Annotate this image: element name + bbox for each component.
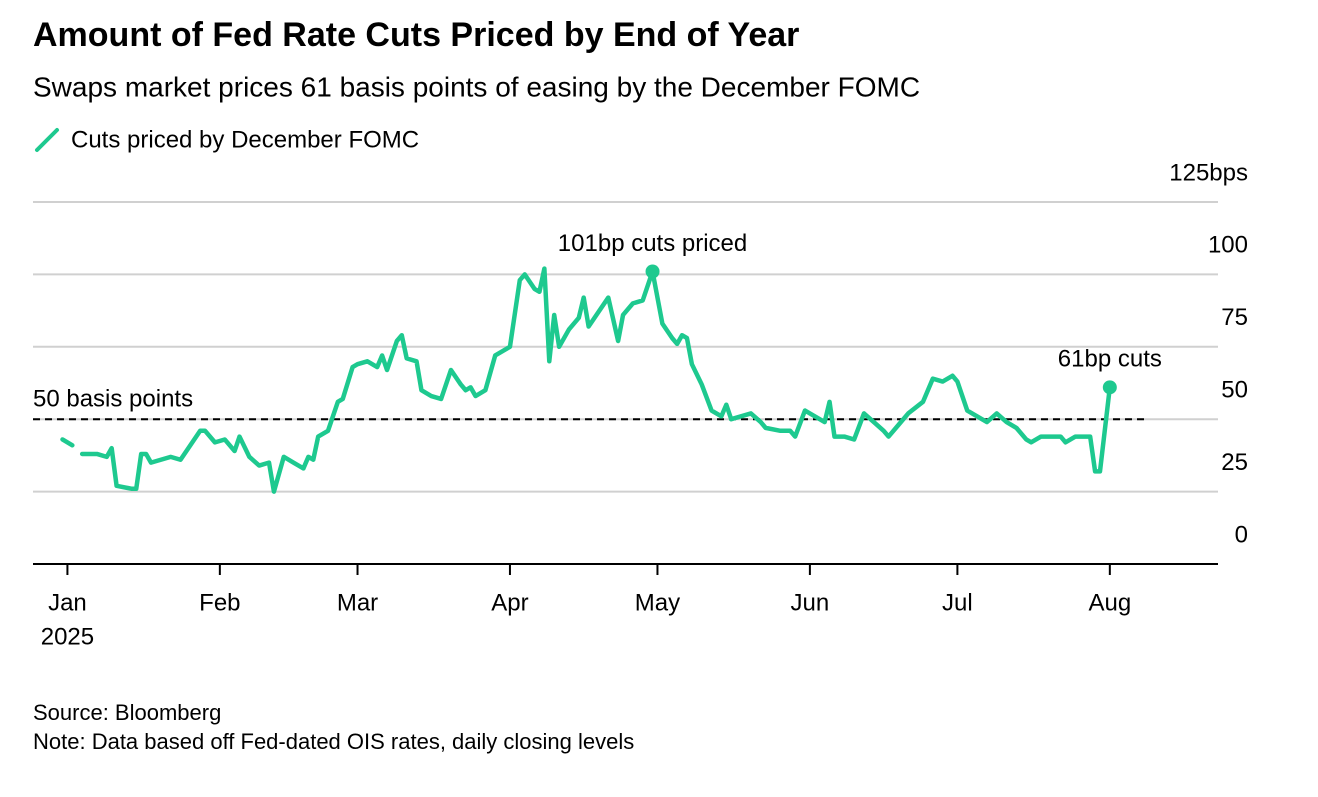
y-tick-label: 75 <box>1221 304 1248 331</box>
x-tick-label: Jan <box>48 589 87 616</box>
line-series <box>60 266 1113 494</box>
x-tick-label: May <box>635 589 680 616</box>
chart-subtitle: Swaps market prices 61 basis points of e… <box>33 71 920 102</box>
y-tick-label: 0 <box>1235 521 1248 548</box>
x-tick-label: Jun <box>791 589 830 616</box>
annotation-label: 61bp cuts <box>1058 346 1162 373</box>
annotation-label: 101bp cuts priced <box>558 230 747 257</box>
source: Source: Bloomberg <box>33 700 221 725</box>
x-tick-label: Apr <box>491 589 528 616</box>
annotation-dot <box>645 264 660 279</box>
y-tick-label: 125bps <box>1169 159 1248 186</box>
x-tick-label: Feb <box>199 589 240 616</box>
annotation-dot <box>1102 380 1117 395</box>
reference-label: 50 basis points <box>33 386 193 413</box>
y-tick-label: 25 <box>1221 449 1248 476</box>
x-tick-label: Mar <box>337 589 378 616</box>
legend-label: Cuts priced by December FOMC <box>71 126 419 153</box>
y-tick-label: 50 <box>1221 377 1248 404</box>
y-tick-label: 100 <box>1208 232 1248 259</box>
legend-swatch <box>35 128 59 152</box>
x-tick-label: Jul <box>942 589 973 616</box>
chart-title: Amount of Fed Rate Cuts Priced by End of… <box>33 16 799 54</box>
x-tick-sublabel: 2025 <box>41 623 94 650</box>
x-tick-label: Aug <box>1088 589 1131 616</box>
note: Note: Data based off Fed-dated OIS rates… <box>33 729 634 754</box>
